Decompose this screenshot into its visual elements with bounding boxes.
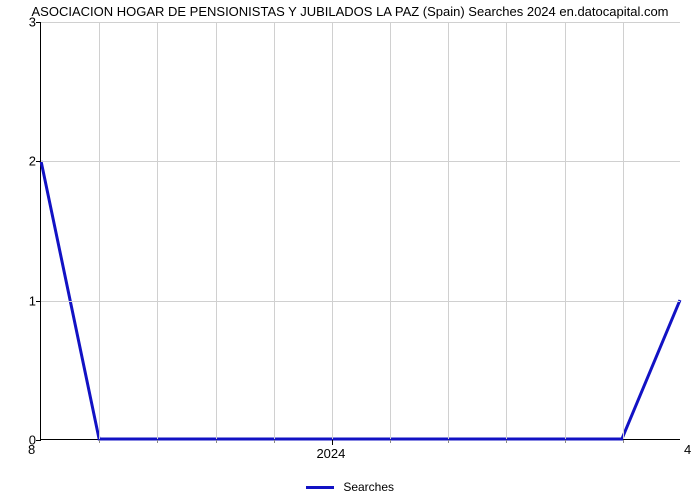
x-tick-label-major: 2024 [316, 446, 345, 461]
x-minor-tick [506, 440, 507, 443]
x-minor-tick [565, 440, 566, 443]
y-tick-mark [36, 161, 41, 162]
grid-line-h [41, 301, 680, 302]
grid-line-v [216, 22, 217, 439]
grid-line-v [390, 22, 391, 439]
x-major-tick [332, 440, 333, 445]
y-tick-mark [36, 22, 41, 23]
legend-label: Searches [343, 480, 394, 494]
y-tick-label: 2 [29, 154, 36, 169]
y-tick-mark [36, 301, 41, 302]
y-tick-mark [36, 440, 41, 441]
grid-line-v [448, 22, 449, 439]
x-minor-tick [216, 440, 217, 443]
y-tick-label: 1 [29, 293, 36, 308]
x-minor-tick [623, 440, 624, 443]
grid-line-h [41, 161, 680, 162]
x-minor-tick [448, 440, 449, 443]
x-minor-tick [99, 440, 100, 443]
grid-line-h [41, 22, 680, 23]
grid-line-v [157, 22, 158, 439]
legend: Searches [0, 480, 700, 494]
grid-line-v [506, 22, 507, 439]
plot-area [40, 22, 680, 440]
grid-line-v [99, 22, 100, 439]
line-chart-svg [41, 22, 680, 439]
x-left-end-label: 8 [28, 442, 35, 457]
grid-line-v [565, 22, 566, 439]
y-tick-label: 3 [29, 15, 36, 30]
x-minor-tick [390, 440, 391, 443]
x-minor-tick [157, 440, 158, 443]
grid-line-v [274, 22, 275, 439]
legend-swatch [306, 486, 334, 489]
x-minor-tick [274, 440, 275, 443]
grid-line-v [332, 22, 333, 439]
grid-line-v [623, 22, 624, 439]
x-right-end-label: 4 [684, 442, 691, 457]
chart-title: ASOCIACION HOGAR DE PENSIONISTAS Y JUBIL… [0, 4, 700, 19]
